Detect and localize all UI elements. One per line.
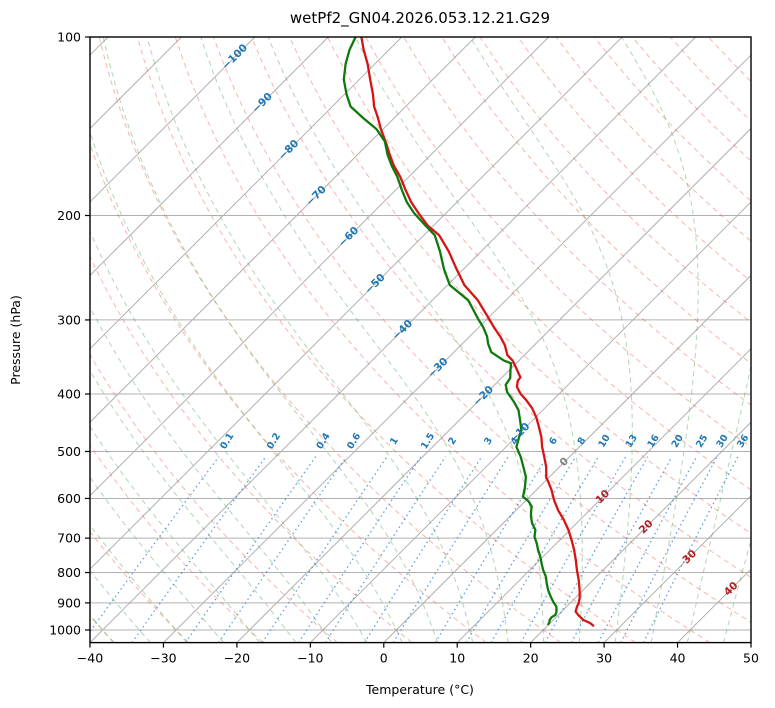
x-tick-label: 20 bbox=[523, 651, 539, 666]
mixing-ratio-label: 0.4 bbox=[314, 431, 332, 451]
pressure-tick-label: 800 bbox=[57, 565, 81, 580]
x-tick-label: 50 bbox=[743, 651, 759, 666]
x-axis-label: Temperature (°C) bbox=[365, 682, 474, 697]
temperature-curve bbox=[360, 37, 595, 627]
x-tick-label: 0 bbox=[380, 651, 388, 666]
mixing-ratio-label: 1 bbox=[388, 436, 401, 447]
mixing-ratio-label: 16 bbox=[646, 432, 663, 449]
mixing-ratio-label: 3 bbox=[482, 436, 495, 447]
pressure-tick-label: 100 bbox=[57, 30, 81, 45]
pressure-tick-label: 900 bbox=[57, 595, 81, 610]
x-tick-label: 30 bbox=[596, 651, 612, 666]
axes-frame bbox=[89, 36, 752, 644]
pressure-tick-label: 300 bbox=[57, 312, 81, 327]
x-tick-label: 40 bbox=[670, 651, 686, 666]
chart-title: wetPf2_GN04.2026.053.12.21.G29 bbox=[290, 9, 550, 28]
mixing-ratio-label: 1.5 bbox=[419, 431, 437, 451]
x-tick-label: −10 bbox=[297, 651, 323, 666]
sounding-curves bbox=[342, 37, 595, 627]
mixing-ratio-label: 20 bbox=[670, 432, 687, 449]
pressure-tick-label: 1000 bbox=[49, 623, 81, 638]
mixing-ratio-label: 4 bbox=[509, 435, 522, 447]
mixing-ratio-label: 25 bbox=[694, 433, 710, 450]
mixing-ratio-label: 6 bbox=[547, 435, 560, 447]
x-tick-label: −30 bbox=[150, 651, 176, 666]
dewpoint-curve bbox=[342, 37, 558, 626]
mixing-ratio-label: 0.6 bbox=[345, 431, 363, 451]
mixing-ratio-label: 0.1 bbox=[218, 431, 236, 451]
mixing-ratio-label: 0.2 bbox=[265, 431, 283, 451]
pressure-tick-label: 400 bbox=[57, 387, 81, 402]
axis-ticks-and-labels: −40 −30 −20 −10 0 10 20 30 40 5010020030040050060… bbox=[49, 30, 759, 666]
mixing-ratio-label: 30 bbox=[714, 432, 731, 449]
mixing-ratio-label: 36 bbox=[735, 432, 752, 449]
pressure-tick-label: 700 bbox=[57, 531, 81, 546]
isotherm-label: −100 bbox=[220, 42, 250, 72]
mixing-ratio-label: 10 bbox=[596, 432, 613, 449]
pressure-tick-label: 200 bbox=[57, 208, 81, 223]
y-axis-label: Pressure (hPa) bbox=[8, 295, 23, 385]
pressure-tick-label: 500 bbox=[57, 444, 81, 459]
mixing-ratio-label: 2 bbox=[446, 436, 459, 447]
x-tick-label: −20 bbox=[224, 651, 250, 666]
pressure-tick-label: 600 bbox=[57, 491, 81, 506]
mixing-ratio-label: 13 bbox=[624, 433, 640, 450]
mixing-ratio-label: 8 bbox=[576, 435, 589, 447]
x-tick-label: −40 bbox=[77, 651, 103, 666]
x-tick-label: 10 bbox=[449, 651, 465, 666]
background-grid-layers bbox=[90, 37, 751, 643]
